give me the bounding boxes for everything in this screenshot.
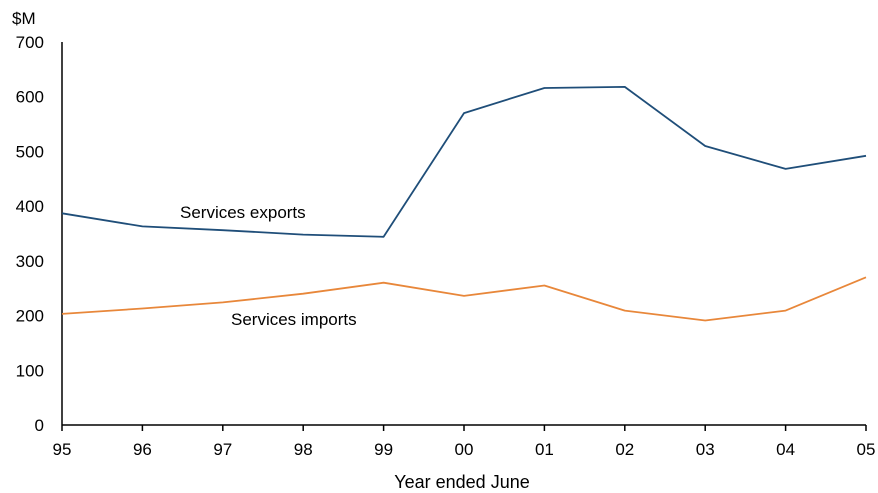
x-tick-label: 97 xyxy=(213,440,232,459)
x-tick-label: 99 xyxy=(374,440,393,459)
series-line-services-exports xyxy=(61,86,867,238)
y-tick-label: 0 xyxy=(35,416,44,435)
y-axis-ticks: 0 100 200 300 400 500 600 700 xyxy=(16,33,44,435)
y-tick-label: 200 xyxy=(16,307,44,326)
x-axis-title: Year ended June xyxy=(394,472,529,492)
series-label-services-exports: Services exports xyxy=(180,203,306,222)
x-tick-label: 01 xyxy=(535,440,554,459)
y-tick-label: 600 xyxy=(16,88,44,107)
y-tick-label: 700 xyxy=(16,33,44,52)
y-tick-label: 100 xyxy=(16,361,44,380)
series-label-services-imports: Services imports xyxy=(231,310,357,329)
x-tick-label: 02 xyxy=(615,440,634,459)
series-lines xyxy=(61,86,867,322)
x-tick-label: 00 xyxy=(455,440,474,459)
x-tick-label: 96 xyxy=(133,440,152,459)
x-tick-label: 04 xyxy=(776,440,795,459)
x-tick-label: 03 xyxy=(696,440,715,459)
y-unit-label: $M xyxy=(12,9,36,28)
series-line-services-imports xyxy=(61,276,867,322)
x-axis-ticks: 95 96 97 98 99 00 01 02 03 04 05 xyxy=(53,425,876,459)
y-tick-label: 500 xyxy=(16,142,44,161)
x-tick-label: 95 xyxy=(53,440,72,459)
y-tick-label: 400 xyxy=(16,197,44,216)
y-tick-label: 300 xyxy=(16,252,44,271)
x-tick-label: 05 xyxy=(857,440,876,459)
x-tick-label: 98 xyxy=(294,440,313,459)
